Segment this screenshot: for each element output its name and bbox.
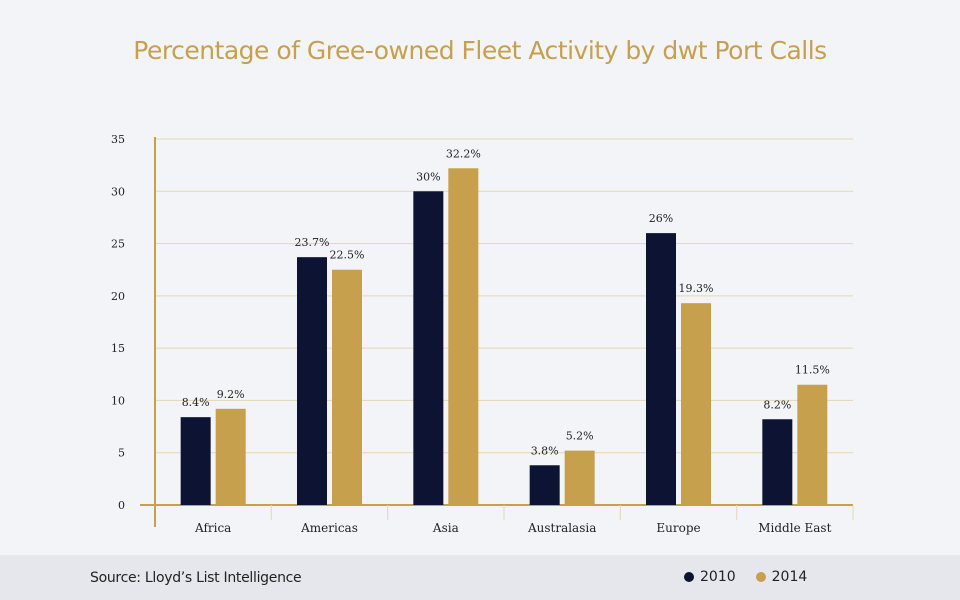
category-label: Africa [194,521,231,535]
bar-2010 [413,191,444,506]
bar-2010 [646,233,676,505]
category-label: Asia [432,521,459,535]
category-label: Australasia [527,521,596,535]
bar-2014 [681,303,711,505]
data-label: 22.5% [330,249,365,262]
source-note: Source: Lloyd’s List Intelligence [90,570,302,586]
bar-chart: 0 5 10 15 20 25 30 35 8.4% 9.2% Africa 23.7%22.5% Am… [111,133,854,535]
legend-swatch-2014 [755,572,766,582]
data-label: 30% [416,170,440,183]
data-label: 8.2% [763,398,791,411]
legend-label-2014: 2014 [771,569,808,585]
y-tick-label: 15 [111,342,125,355]
y-tick-label: 35 [111,133,125,146]
data-label: 5.2% [566,430,594,443]
legend-item-2014: 2014 [755,569,808,585]
bar-2010 [180,417,211,505]
y-tick-label: 25 [111,238,125,251]
data-label: 11.5% [795,364,830,377]
y-tick-label: 0 [118,499,125,512]
y-tick-label: 30 [111,185,125,198]
legend-label-2010: 2010 [700,569,736,585]
y-tick-label: 10 [111,394,125,407]
data-label: 26% [649,212,673,225]
data-label: 9.2% [217,388,245,401]
bar-2010 [762,419,793,505]
footer-bar: Source: Lloyd’s List Intelligence 2010 2… [0,555,960,600]
bar-2014 [448,168,479,505]
data-label: 3.8% [531,444,559,457]
category-label: Americas [300,521,358,535]
legend-swatch-2010 [684,572,694,582]
bar-2010 [297,257,327,505]
bar-2014 [215,408,246,505]
category-label: Middle East [758,521,831,535]
chart-title: Percentage of Gree-owned Fleet Activity … [133,36,827,65]
data-label: 32.2% [446,147,481,160]
legend-item-2010: 2010 [684,569,736,585]
bar-2010 [529,465,560,505]
bar-2014 [564,450,595,505]
data-label: 8.4% [182,396,210,409]
category-label: Europe [656,521,700,535]
y-tick-label: 20 [111,290,125,303]
legend: 2010 2014 [684,569,807,585]
data-label: 19.3% [679,282,714,295]
bar-2014 [797,384,828,505]
data-label: 23.7% [295,236,330,249]
y-tick-label: 5 [118,447,125,460]
bar-2014 [332,269,362,505]
